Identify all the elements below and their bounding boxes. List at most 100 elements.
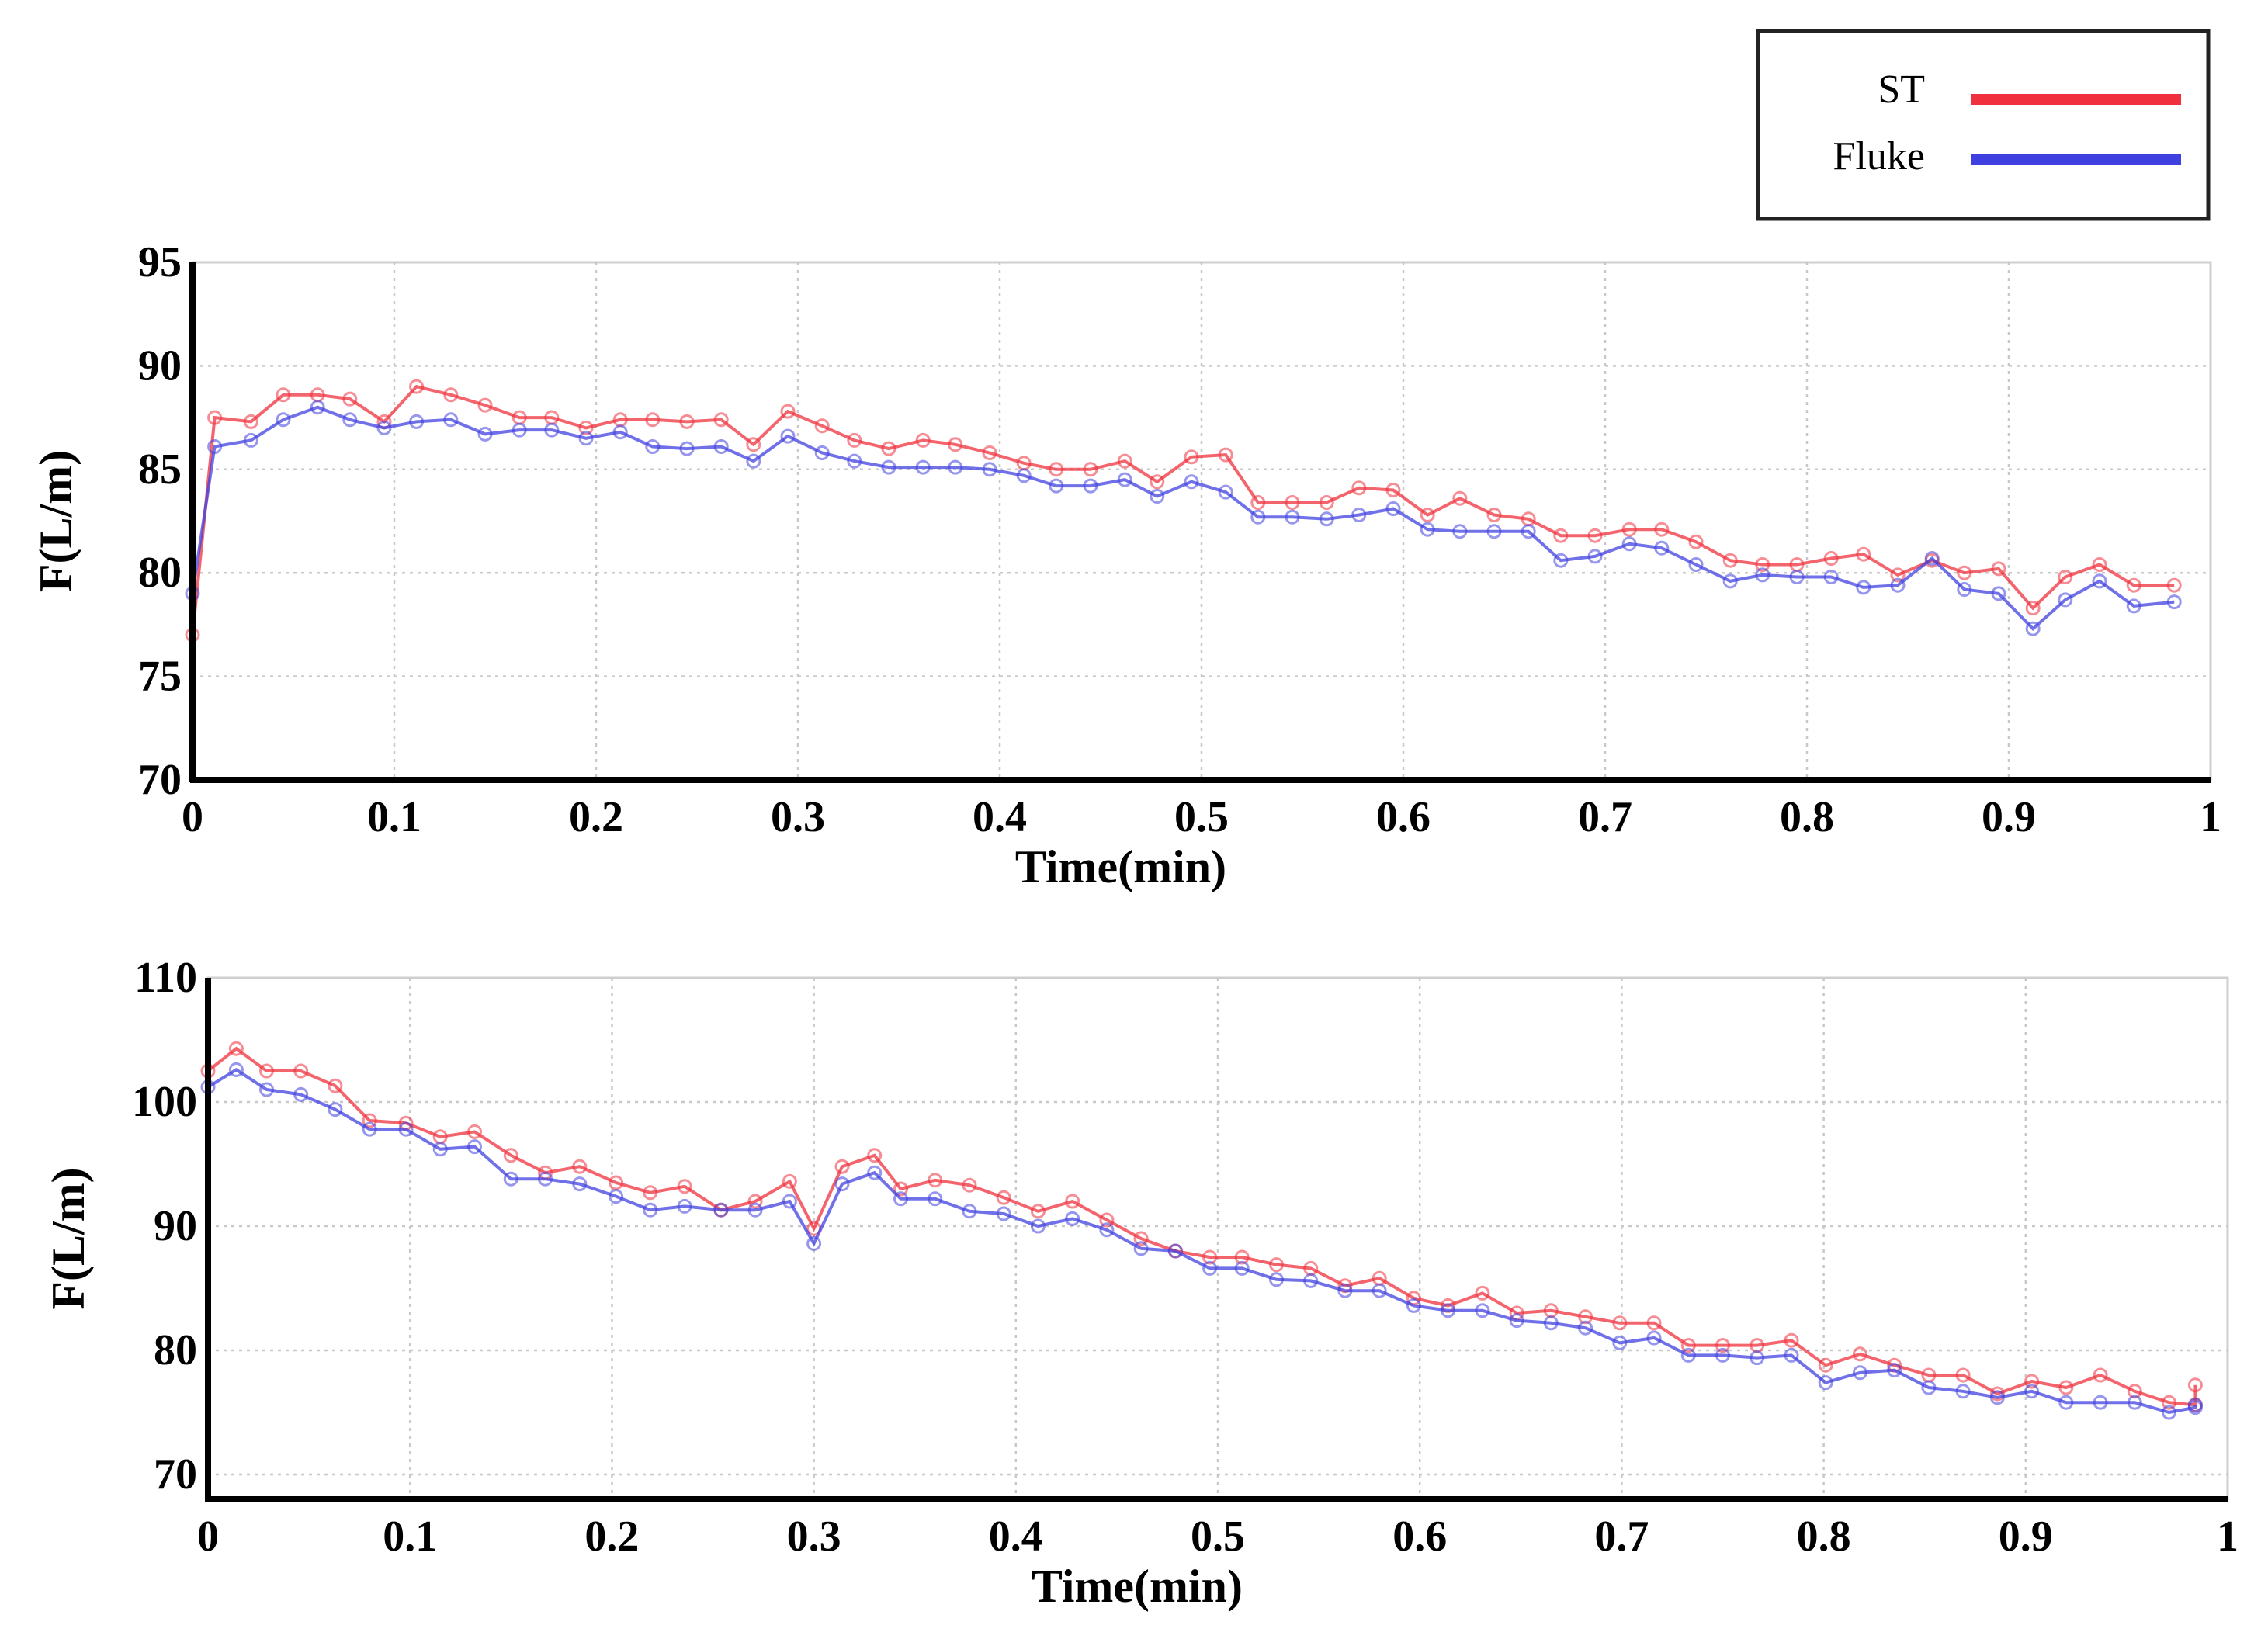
y-tick-label: 80 [138,549,182,597]
data-point-st [2058,570,2073,584]
x-tick-label: 0.9 [1999,1513,2053,1561]
data-point-st [713,412,729,428]
data-point-fluke [1646,1330,1662,1346]
y-tick-label: 95 [138,238,182,286]
data-point-st [1654,522,1670,537]
data-point-st [1202,1249,1218,1265]
data-point-fluke [512,422,527,438]
data-point-fluke [867,1165,883,1180]
data-point-st [1452,490,1468,506]
x-tick-label: 0.6 [1376,793,1431,841]
data-point-fluke [609,1189,624,1204]
y-tick-label: 85 [138,445,182,494]
data-point-fluke [948,459,963,475]
data-point-st [1715,1338,1730,1353]
data-point-st [1184,449,1199,465]
data-point-st [867,1148,883,1163]
data-point-st [1351,480,1367,496]
data-point-st [982,445,997,460]
data-point-st [362,1113,377,1128]
y-tick-label: 100 [132,1078,197,1126]
data-point-st [1319,495,1334,510]
x-tick-label: 0.8 [1797,1513,1851,1561]
data-point-fluke [806,1235,822,1251]
data-point-st [1285,495,1300,510]
data-point-fluke [362,1121,377,1137]
data-point-st [328,1078,343,1093]
data-point-fluke [1167,1243,1183,1259]
data-point-fluke [1818,1375,1833,1391]
data-point-fluke [1385,501,1401,516]
data-point-st [207,410,223,425]
data-point-fluke [1823,570,1839,584]
data-point-fluke [207,439,223,454]
data-point-fluke [1083,478,1098,494]
data-point-fluke [1303,1273,1319,1288]
data-point-fluke [780,428,796,444]
x-axis-label-bottom: Time(min) [1032,1561,1243,1612]
data-point-st [1234,1249,1250,1265]
data-point-fluke [847,453,862,469]
data-point-st [2024,1374,2040,1389]
data-point-st [1083,462,1098,477]
x-tick-label: 0.1 [367,793,421,841]
data-point-st [996,1190,1011,1205]
data-point-fluke [228,1062,244,1077]
x-tick-label: 0.8 [1780,793,1834,841]
data-point-fluke [713,1202,729,1218]
data-point-st [443,387,459,403]
data-point-st [1784,1332,1799,1348]
data-point-fluke [477,426,493,442]
data-point-fluke [432,1142,448,1157]
data-point-fluke [1269,1272,1284,1287]
data-point-fluke [1420,522,1435,537]
data-point-st [645,412,661,428]
data-point-st [228,1041,244,1056]
data-point-st [677,1179,692,1194]
data-point-st [1133,1231,1149,1246]
data-point-st [2025,601,2041,616]
data-point-fluke [2025,621,2041,636]
data-point-fluke [915,459,931,475]
data-point-fluke [409,414,425,429]
data-point-st [780,404,796,419]
data-point-st [1818,1357,1833,1373]
data-point-fluke [1441,1303,1456,1318]
data-point-st [814,418,830,434]
data-point-st [1486,508,1502,522]
data-point-fluke [814,445,830,460]
x-tick-label: 0.5 [1174,793,1229,841]
data-point-st [1250,495,1266,510]
data-point-fluke [1475,1303,1490,1318]
data-point-fluke [328,1102,343,1118]
data-point-fluke [443,412,459,428]
data-point-fluke [643,1202,658,1218]
data-point-fluke [996,1206,1011,1221]
x-tick-label: 0.5 [1191,1513,1245,1561]
data-point-st [847,432,862,448]
x-axis-label-top: Time(min) [1015,841,1226,892]
data-point-st [1150,474,1165,490]
data-point-fluke [1150,489,1165,504]
data-point-fluke [1553,553,1569,568]
data-point-fluke [1587,549,1603,564]
data-point-fluke [1099,1222,1115,1238]
data-point-st [2092,557,2107,572]
data-point-fluke [1133,1241,1149,1256]
data-point-fluke [1509,1313,1524,1329]
data-point-fluke [2166,594,2182,610]
data-point-fluke [544,422,560,438]
data-point-fluke [1372,1283,1387,1298]
data-point-fluke [782,1194,797,1209]
legend-label-fluke: Fluke [1833,134,1925,178]
data-point-st [1612,1315,1628,1331]
data-point-fluke [1688,557,1704,572]
data-point-fluke [1989,1390,2005,1405]
data-point-st [643,1185,658,1201]
x-tick-label: 0.2 [584,1513,639,1561]
data-point-st [928,1173,943,1188]
data-point-fluke [276,412,291,428]
data-point-fluke [1030,1218,1046,1234]
x-tick-label: 0.7 [1578,793,1632,841]
